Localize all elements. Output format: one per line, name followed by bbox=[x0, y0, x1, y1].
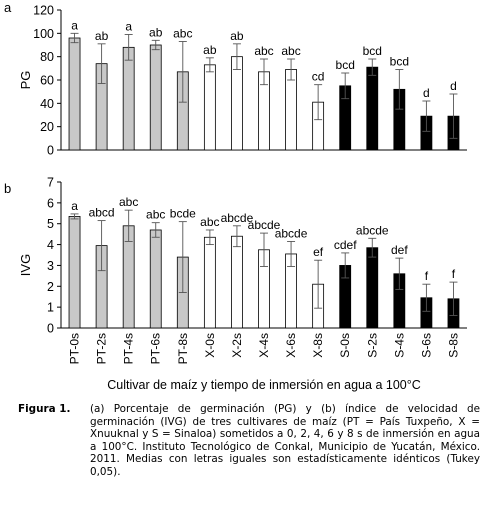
x-axis-label: Cultivar de maíz y tiempo de inmersión e… bbox=[107, 378, 421, 392]
y-tick-label: 0 bbox=[47, 144, 54, 158]
significance-letter: abc bbox=[281, 44, 300, 58]
significance-letter: bcd bbox=[390, 55, 409, 69]
bar bbox=[68, 216, 81, 329]
significance-letter: abc bbox=[200, 215, 219, 229]
bar bbox=[203, 64, 216, 151]
y-tick-label: 4 bbox=[47, 238, 54, 252]
significance-letter: abcde bbox=[356, 223, 389, 237]
significance-letter: ab bbox=[230, 29, 244, 43]
category-label: S-4s bbox=[392, 333, 406, 358]
bar bbox=[149, 44, 162, 151]
panel-a-label: a bbox=[4, 0, 12, 15]
significance-letter: abc bbox=[173, 27, 192, 41]
y-tick-label: 20 bbox=[40, 120, 54, 134]
y-tick-label: 1 bbox=[47, 301, 54, 315]
category-label: PT-8s bbox=[176, 333, 190, 364]
bar bbox=[231, 56, 243, 151]
category-label: X-8s bbox=[311, 333, 325, 358]
significance-letter: ab bbox=[149, 25, 163, 39]
category-label: PT-0s bbox=[68, 333, 82, 364]
y-tick-label: 6 bbox=[47, 196, 54, 210]
significance-letter: ab bbox=[203, 43, 217, 57]
panel-a-ylabel: PG bbox=[18, 71, 33, 90]
y-tick-label: 2 bbox=[47, 280, 54, 294]
significance-letter: bcde bbox=[170, 207, 196, 221]
category-label: X-6s bbox=[284, 333, 298, 358]
significance-letter: bcd bbox=[363, 44, 382, 58]
category-label: X-2s bbox=[230, 333, 244, 358]
significance-letter: d bbox=[450, 79, 457, 93]
bar bbox=[366, 247, 379, 329]
y-tick-label: 7 bbox=[47, 176, 54, 190]
y-tick-label: 100 bbox=[33, 27, 54, 41]
significance-letter: abc bbox=[119, 195, 138, 209]
bar bbox=[231, 235, 243, 329]
significance-letter: abcde bbox=[248, 218, 281, 232]
significance-letter: a bbox=[71, 199, 78, 213]
y-tick-label: 80 bbox=[40, 50, 54, 64]
bar bbox=[122, 46, 135, 151]
category-label: S-8s bbox=[446, 333, 460, 358]
y-tick-label: 120 bbox=[33, 4, 54, 18]
significance-letter: ab bbox=[95, 29, 109, 43]
category-label: PT-2s bbox=[95, 333, 109, 364]
bar bbox=[68, 37, 81, 151]
figure-caption: Figura 1. (a) Porcentaje de germinación … bbox=[18, 403, 480, 479]
bar bbox=[203, 236, 216, 329]
caption-label: Figura 1. bbox=[18, 403, 71, 415]
significance-letter: cdef bbox=[334, 238, 357, 252]
y-tick-label: 40 bbox=[40, 97, 54, 111]
y-tick-label: 0 bbox=[47, 322, 54, 336]
significance-letter: cd bbox=[312, 70, 325, 84]
significance-letter: f bbox=[452, 267, 456, 281]
category-label: S-2s bbox=[365, 333, 379, 358]
significance-letter: abc bbox=[254, 44, 273, 58]
bar bbox=[149, 229, 162, 329]
y-tick-label: 60 bbox=[40, 74, 54, 88]
significance-letter: abcde bbox=[221, 211, 254, 225]
caption-text: (a) Porcentaje de germinación (PG) y (b)… bbox=[90, 403, 480, 478]
category-label: S-6s bbox=[419, 333, 433, 358]
panel-b-category-labels: PT-0s PT-2s PT-4s PT-6s PT-8s X-0s X-2s X-4s X-6… bbox=[68, 333, 461, 364]
significance-letter: a bbox=[71, 18, 78, 32]
significance-letter: def bbox=[391, 243, 408, 257]
y-tick-label: 3 bbox=[47, 259, 54, 273]
category-label: S-0s bbox=[338, 333, 352, 358]
significance-letter: a bbox=[125, 20, 132, 34]
significance-letter: ef bbox=[313, 245, 324, 259]
category-label: PT-6s bbox=[149, 333, 163, 364]
significance-letter: abcd bbox=[89, 206, 115, 220]
y-tick-label: 5 bbox=[47, 217, 54, 231]
significance-letter: f bbox=[425, 269, 429, 283]
category-label: X-4s bbox=[257, 333, 271, 358]
panel-b-label: b bbox=[4, 181, 11, 196]
category-label: X-0s bbox=[203, 333, 217, 358]
panel-b-ylabel: IVG bbox=[18, 254, 33, 276]
significance-letter: abcde bbox=[275, 226, 308, 240]
significance-letter: d bbox=[423, 86, 430, 100]
bar bbox=[366, 66, 379, 151]
significance-letter: abc bbox=[146, 208, 165, 222]
significance-letter: bcd bbox=[336, 58, 355, 72]
category-label: PT-4s bbox=[122, 333, 136, 364]
bar bbox=[285, 69, 297, 151]
